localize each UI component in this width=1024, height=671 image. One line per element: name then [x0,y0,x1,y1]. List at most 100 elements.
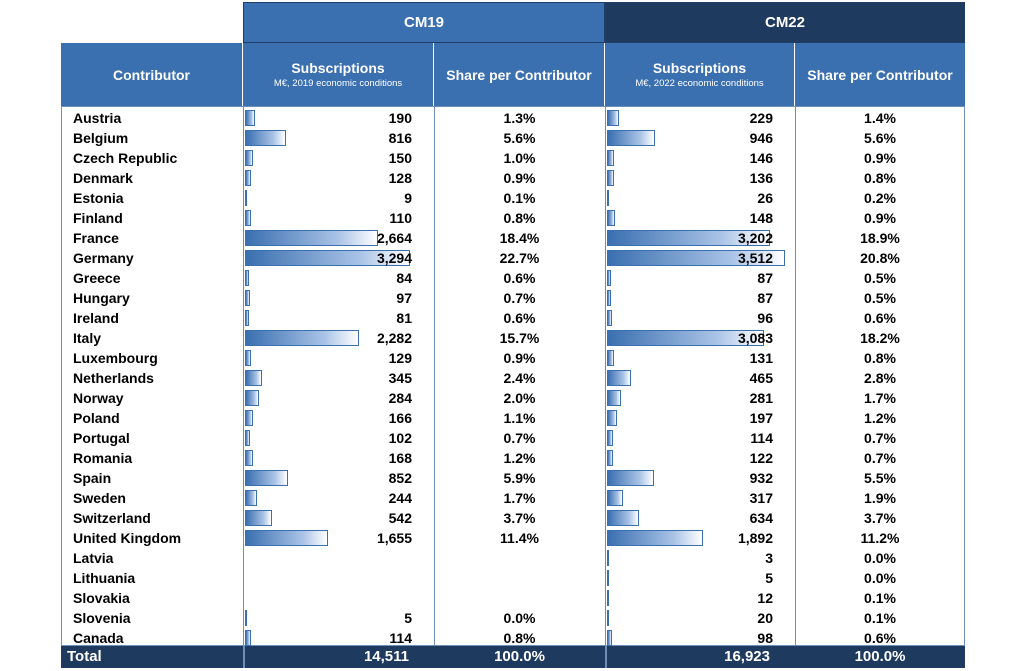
bar-cm19 [245,530,328,546]
subscriptions-cm19: 128 [388,170,412,186]
subscriptions-cm19 [245,588,412,608]
contributor-name: Spain [73,470,112,486]
contributor-name: Ireland [73,310,119,326]
bar-cm19 [245,430,250,446]
share-cm22: 1.7% [864,390,896,406]
share-cm19: 0.6% [503,310,536,326]
contributor-name: Germany [73,250,134,266]
share-cm19: 1.7% [503,490,536,506]
bar-cm22 [607,570,609,586]
subscriptions-cm19: 345 [388,370,412,386]
share-cm22: 0.6% [864,630,896,646]
share-cm19: 22.7% [499,250,540,266]
share-cm22: 0.5% [864,270,896,286]
bar-cm22 [607,330,764,346]
bar-cm19 [245,170,251,186]
share-cm22: 0.7% [864,450,896,466]
bar-cm22 [607,170,614,186]
bar-cm19 [245,350,251,366]
bar-cm22 [607,350,614,366]
share-cm19: 0.0% [503,610,536,626]
contributor-name: Slovenia [73,610,131,626]
bar-cm22 [607,230,770,246]
header-subscriptions-sub: M€, 2022 economic conditions [635,78,764,89]
contributor-name: Canada [73,630,124,646]
subscriptions-cm19 [245,548,412,568]
share-cm19 [434,588,605,608]
bar-cm22 [607,310,612,326]
header-share-cm22: Share per Contributor [795,43,965,106]
subscriptions-cm22: 87 [757,270,773,286]
bar-cm19 [245,290,250,306]
subscriptions-cm19: 3,294 [376,250,412,266]
share-cm19: 5.9% [503,470,536,486]
subscriptions-cm19: 166 [388,410,412,426]
share-cm22: 0.0% [864,550,896,566]
share-cm19 [434,568,605,588]
bar-cm22 [607,510,639,526]
column-divider [795,106,796,646]
share-cm19: 1.3% [503,110,536,126]
share-cm22: 0.7% [864,430,896,446]
bar-cm22 [607,270,611,286]
share-cm19: 2.0% [503,390,536,406]
subscriptions-cm19: 168 [388,450,412,466]
contributor-name: Romania [73,450,133,466]
bar-cm22 [607,250,785,266]
share-cm22: 5.6% [864,130,896,146]
share-cm19: 1.1% [503,410,536,426]
share-cm19: 0.7% [503,430,536,446]
bar-cm19 [245,490,257,506]
contributor-name: France [73,230,119,246]
contributor-name: Czech Republic [73,150,178,166]
share-cm22: 1.2% [864,410,896,426]
share-cm22: 0.1% [864,610,896,626]
bar-cm19 [245,270,249,286]
total-divider [605,646,607,668]
subscriptions-cm19 [245,568,412,588]
bar-cm22 [607,490,623,506]
total-share-cm22: 100.0% [854,648,906,665]
share-cm22: 0.8% [864,170,896,186]
subscriptions-cm22: 3,202 [737,230,773,246]
subscriptions-cm19: 5 [404,610,412,626]
share-cm19: 1.2% [503,450,536,466]
share-cm19: 0.1% [503,190,536,206]
column-divider [434,106,435,646]
share-cm19: 0.8% [503,210,536,226]
contributor-name: United Kingdom [73,530,182,546]
share-cm22: 0.9% [864,210,896,226]
contributor-name: Austria [73,110,122,126]
column-divider [605,106,606,646]
total-label: Total [67,648,102,665]
header-subscriptions-sub: M€, 2019 economic conditions [273,78,403,89]
subscriptions-cm22: 148 [749,210,773,226]
subscriptions-cm19: 9 [404,190,412,206]
subscriptions-cm19: 102 [388,430,412,446]
subscriptions-cm22: 20 [757,610,773,626]
header-subscriptions-cm22: Subscriptions M€, 2022 economic conditio… [605,43,795,106]
bar-cm19 [245,630,251,646]
total-row: Total 14,511 100.0% 16,923 100.0% [61,646,965,668]
contributor-name: Italy [73,330,102,346]
subscriptions-cm22: 114 [750,430,773,446]
subscriptions-cm19: 81 [396,310,412,326]
subscriptions-cm22: 131 [749,350,773,366]
subscriptions-cm19: 110 [389,210,412,226]
bar-cm19 [245,210,251,226]
contributor-name: Lithuania [73,570,136,586]
total-share-cm19: 100.0% [494,648,545,665]
share-cm22: 0.5% [864,290,896,306]
share-cm19: 0.9% [503,170,536,186]
subscriptions-cm22: 3,512 [737,250,773,266]
header-contributor: Contributor [61,43,243,106]
contributor-name: Hungary [73,290,130,306]
share-cm19: 3.7% [503,510,536,526]
subscriptions-cm19: 190 [388,110,412,126]
subscriptions-cm19: 114 [389,630,412,646]
share-cm19: 5.6% [503,130,536,146]
header-contributor-label: Contributor [113,66,190,83]
subscriptions-cm19: 542 [388,510,412,526]
header-share-label: Share per Contributor [807,66,953,83]
bar-cm19 [245,370,262,386]
